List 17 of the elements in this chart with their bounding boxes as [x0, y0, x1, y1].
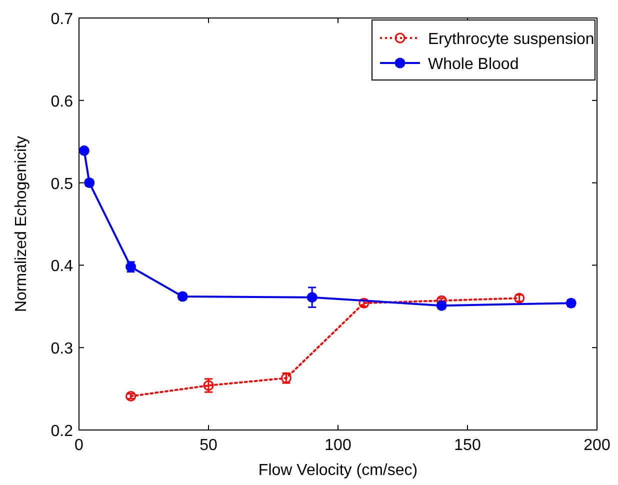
y-tick-label: 0.3	[50, 340, 74, 358]
y-tick-label: 0.6	[50, 93, 74, 110]
y-tick-label: 0.7	[50, 11, 74, 28]
point	[306, 292, 318, 303]
x-tick-label: 150	[454, 437, 481, 454]
y-tick-label: 0.2	[50, 423, 74, 440]
x-tick-label: 200	[584, 437, 610, 454]
y-tick-label: 0.5	[50, 176, 74, 193]
x-tick-label: 0	[74, 437, 84, 454]
point	[78, 145, 90, 156]
y-axis-title: Normalized Echogenicity	[13, 136, 30, 312]
legend-label: Whole Blood	[428, 56, 519, 73]
x-axis-title: Flow Velocity (cm/sec)	[258, 462, 418, 479]
x-tick-label: 50	[200, 437, 218, 454]
x-tick-label: 100	[324, 437, 352, 454]
y-tick-label: 0.4	[50, 258, 74, 276]
legend-label: Erythrocyte suspension	[428, 31, 594, 48]
